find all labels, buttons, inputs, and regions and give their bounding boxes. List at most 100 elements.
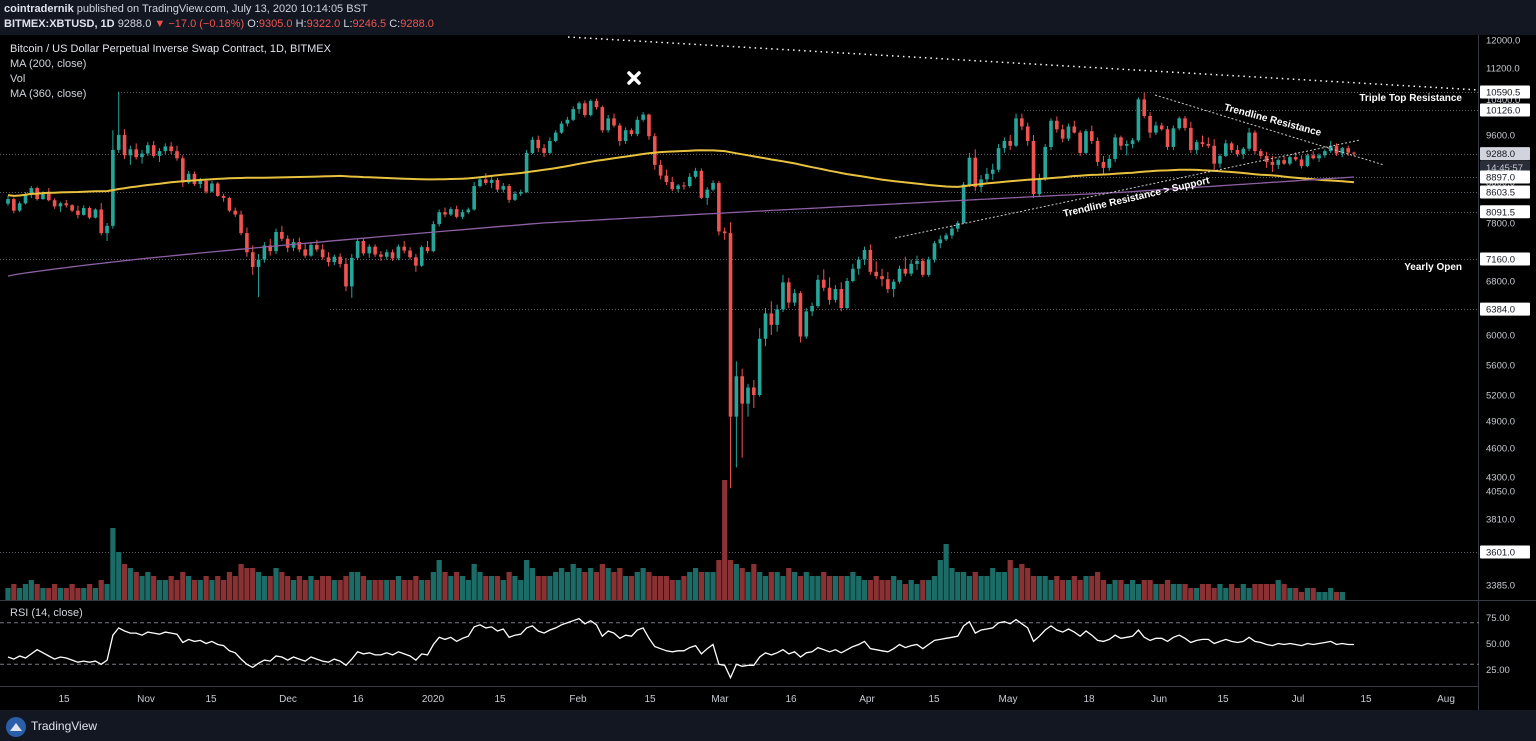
candle-body [332,256,337,263]
rsi-pane: 75.00 50.00 25.00 [0,613,1510,680]
candle-body [303,249,307,256]
volume-bar [244,568,250,600]
candle-body [583,103,587,116]
volume-bar [442,572,448,600]
price-level-label: 14:45:57 [1486,163,1523,174]
candle-body [12,199,16,211]
tradingview-brand[interactable]: TradingView [31,719,98,733]
volume-bar [1042,576,1048,600]
chart-header: cointradernik published on TradingView.c… [0,0,1536,35]
price-level-label: 3601.0 [1486,548,1515,559]
volume-bar [1275,580,1281,600]
volume-bar [366,580,372,600]
candle-body [1089,131,1094,141]
candle-body [961,184,966,223]
candle-body [1328,145,1333,152]
price-tick: 6800.0 [1486,277,1515,288]
candle-body [921,260,925,275]
volume-bar [465,580,471,600]
volume-bar [5,588,11,600]
candle-body [1264,155,1269,162]
candle-body [443,212,447,215]
candle-body [1055,120,1059,130]
volume-bar [1030,576,1037,600]
candle-body [1276,160,1281,165]
legend-volume[interactable]: Vol [10,73,25,85]
volume-bar [978,576,984,600]
price-level-label: 10126.0 [1486,106,1520,117]
candle-body [839,289,844,308]
volume-bar [156,580,163,600]
legend-ma360[interactable]: MA (360, close) [10,88,86,100]
candle-body [752,387,756,395]
candle-body [955,223,960,229]
time-tick: 18 [1083,694,1095,705]
candle-body [344,263,348,287]
legend-title: Bitcoin / US Dollar Perpetual Inverse Sw… [10,43,332,55]
candle-body [52,200,57,207]
candle-body [1247,132,1251,149]
candle-body [1224,143,1228,156]
candle-body [326,257,331,263]
volume-bar [454,572,460,600]
ma200-line [7,149,1355,197]
volume-bar [1304,588,1310,600]
candle-body [1124,143,1129,146]
volume-bar [553,572,559,600]
candle-body [408,250,412,258]
price-level-label: 8091.5 [1486,207,1515,218]
candle-body [1095,140,1100,162]
price-tick: 3810.0 [1486,515,1515,526]
author-name[interactable]: cointradernik [4,3,74,15]
candle-body [629,130,634,135]
candle-body [827,287,832,300]
candle-body [373,246,377,255]
candle-body [990,169,995,174]
volume-bar [1065,580,1072,600]
candle-body [297,242,302,250]
candle-body [355,241,360,258]
legend-ma200[interactable]: MA (200, close) [10,58,86,70]
volume-bar [197,580,203,600]
volume-bar [378,580,384,600]
time-axis[interactable]: 15 Nov 15 Dec 16 2020 15 Feb 15 Mar 16 Apr 15 May 18 Ju… [58,694,1454,705]
candle-body [134,149,138,158]
candle-body [565,119,570,124]
candle-body [1107,158,1112,168]
candle-body [76,210,80,215]
candle-body [1159,125,1164,130]
rsi-legend[interactable]: RSI (14, close) [10,607,83,619]
price-change: −17.0 (−0.18%) [168,18,245,30]
volume-bar [1071,576,1077,600]
volume-bar [22,584,29,600]
volume-bar [372,580,378,600]
candle-body [1148,115,1152,133]
volume-bar [1013,568,1019,600]
volume-bar [1328,588,1334,600]
volume-bar [663,576,670,600]
candle-body [186,173,191,183]
candle-body [810,305,814,312]
candle-body [1119,137,1123,146]
tradingview-logo-icon[interactable] [6,717,26,737]
volume-bar [745,572,751,600]
price-axis[interactable]: 12000.011200.010400.09600.08800.07800.07… [1480,36,1530,592]
volume-bar [40,588,46,600]
volume-bar [727,560,734,600]
volume-bar [739,568,745,600]
volume-bar [681,576,687,600]
candle-body [594,100,599,108]
candle-body [338,256,342,264]
volume-bar [821,572,827,600]
candle-body [792,293,797,303]
volume-bar [780,576,786,600]
price-tick: 5600.0 [1486,361,1515,372]
price-chart[interactable]: Bitcoin / US Dollar Perpetual Inverse Sw… [0,35,1536,710]
time-tick: Jul [1292,694,1305,705]
time-tick: 15 [928,694,940,705]
volume-bar [477,572,483,600]
time-tick: Apr [859,694,875,705]
candle-body [1189,127,1193,150]
volume-bar [337,580,343,600]
time-tick: 15 [1360,694,1372,705]
